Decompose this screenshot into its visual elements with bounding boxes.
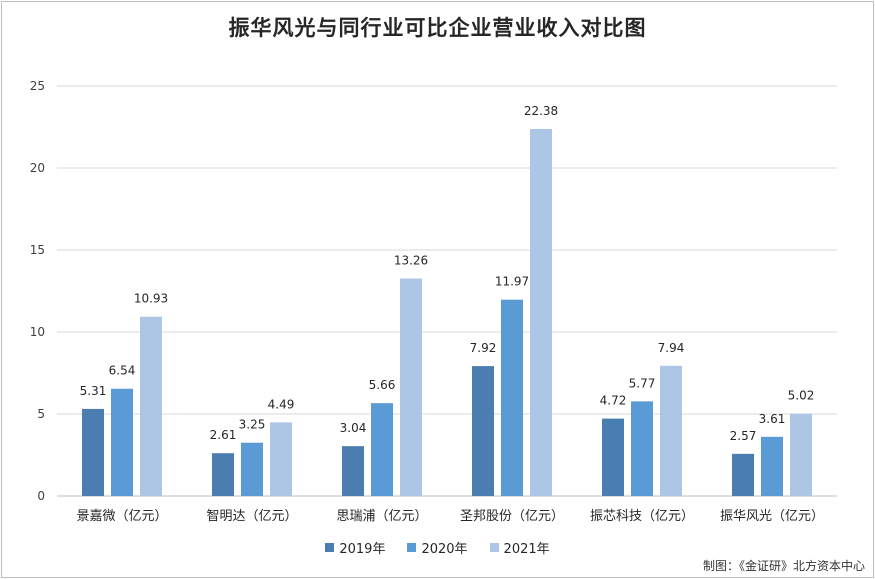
legend-item-2019: 2019年 [325,538,385,557]
bar [140,316,162,496]
x-tick-label: 思瑞浦（亿元） [336,509,427,524]
x-tick-label: 圣邦股份（亿元） [460,509,564,524]
bar [241,442,263,496]
bar [342,446,364,496]
data-label: 5.02 [788,389,815,403]
legend-label-2019: 2019年 [339,542,386,557]
data-label: 5.77 [629,376,656,390]
bar [501,299,523,496]
legend-swatch-2020 [407,543,417,552]
bar [111,388,133,496]
data-label: 13.26 [394,254,428,268]
bar [371,403,393,496]
bar [400,278,422,496]
data-label: 2.61 [210,428,237,442]
data-label: 3.61 [759,412,786,426]
bar [631,401,653,496]
y-tick-label: 5 [37,407,45,421]
data-label: 2.57 [730,429,757,443]
x-tick-label: 景嘉微（亿元） [76,509,167,524]
chart-credit: 制图：《金证研》北方资本中心 [702,559,865,573]
data-label: 6.54 [109,364,136,378]
data-label: 4.72 [600,394,627,408]
data-label: 7.94 [658,341,685,355]
data-label: 22.38 [524,104,558,118]
data-label: 11.97 [495,275,529,289]
legend-label-2020: 2020年 [421,542,468,557]
bar [472,366,494,496]
legend-swatch-2019 [325,543,335,552]
y-tick-label: 10 [30,325,45,339]
legend-item-2020: 2020年 [407,538,468,557]
bar [212,453,234,496]
data-label: 3.25 [239,418,266,432]
bar [602,418,624,496]
x-tick-label: 振芯科技（亿元） [590,509,694,524]
data-label: 7.92 [470,341,497,355]
x-tick-label: 智明达（亿元） [206,509,297,524]
y-tick-label: 25 [30,79,45,93]
data-label: 5.31 [80,384,107,398]
bar [732,453,754,496]
data-label: 10.93 [134,292,168,306]
legend-item-2021: 2021年 [489,538,550,557]
data-label: 5.66 [369,378,396,392]
data-label: 3.04 [340,421,367,435]
y-tick-label: 0 [37,489,45,503]
bar [530,128,552,496]
legend-label-2021: 2021年 [503,542,550,557]
bar [660,365,682,496]
legend-swatch-2021 [489,543,499,552]
bar [761,436,783,496]
bar [790,413,812,496]
bar [270,422,292,496]
data-label: 4.49 [268,397,295,411]
chart-title: 振华风光与同行业可比企业营业收入对比图 [228,16,647,40]
chart-legend: 2019年 2020年 2021年 [0,538,875,557]
x-tick-label: 振华风光（亿元） [720,509,824,524]
bar [82,408,104,496]
y-tick-label: 15 [30,243,45,257]
y-tick-label: 20 [30,161,45,175]
